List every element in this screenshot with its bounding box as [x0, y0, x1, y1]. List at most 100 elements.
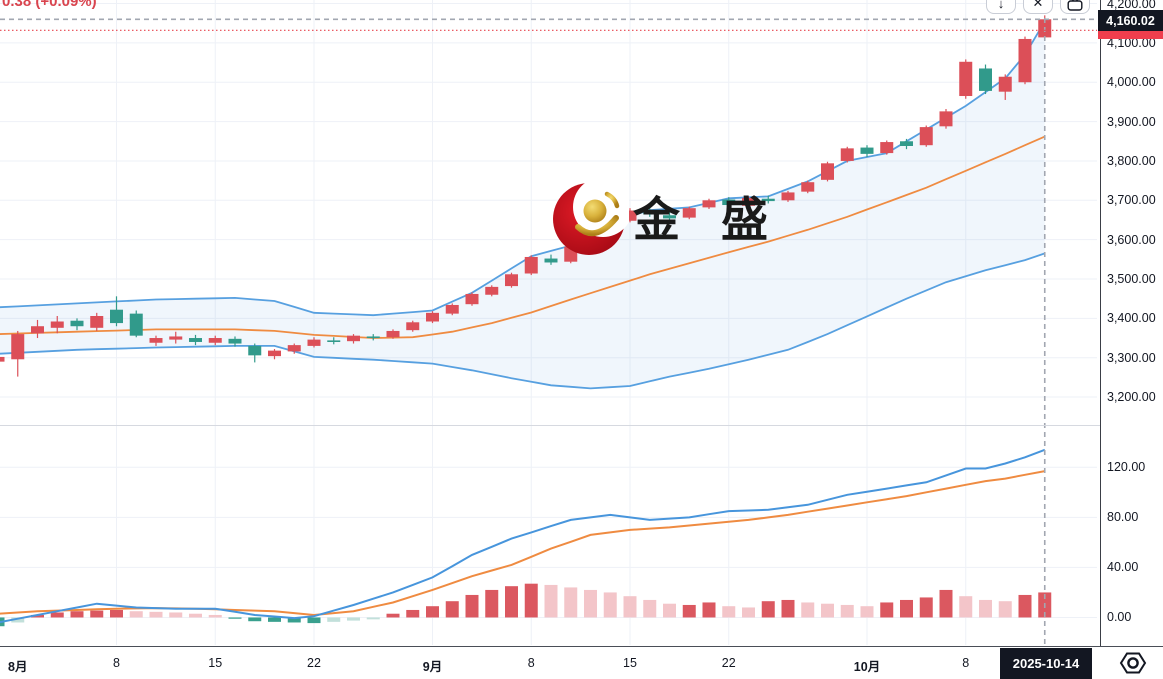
candle-body	[386, 330, 400, 338]
indicator-axis-label: 0.00	[1107, 610, 1132, 625]
candle-body	[228, 338, 242, 344]
candle-body	[505, 274, 518, 287]
candle-body	[821, 163, 834, 180]
price-axis-label: 3,500.00	[1107, 272, 1156, 286]
time-axis-label: 8	[527, 656, 535, 670]
time-axis-label: 10月	[853, 660, 881, 674]
price-axis-label: 3,700.00	[1107, 193, 1156, 208]
hexagon-settings-icon	[1119, 652, 1147, 674]
candle-body	[485, 286, 499, 295]
candle-body	[998, 76, 1012, 92]
candle-body	[524, 256, 538, 274]
candle-body	[544, 258, 558, 263]
time-axis-label: 8月	[8, 660, 28, 674]
candle-body	[406, 322, 420, 331]
time-axis-label: 15	[623, 656, 637, 670]
candle-body	[90, 315, 104, 328]
candle-body	[110, 309, 123, 324]
time-axis-label: 15	[208, 656, 223, 670]
candle-body	[919, 127, 933, 146]
candle-body	[0, 356, 5, 362]
candle-body	[347, 335, 360, 342]
candle-body	[722, 199, 736, 206]
candle-body	[11, 334, 25, 360]
candle-body	[445, 304, 459, 314]
camera-icon	[1067, 0, 1083, 11]
candle-body	[682, 208, 696, 218]
indicator-axis-label: 120.00	[1107, 460, 1146, 475]
time-axis-label: 22	[721, 656, 736, 670]
indicator-axis-label: 80.00	[1107, 510, 1139, 525]
camera-button[interactable]	[1060, 0, 1090, 14]
candle-body	[900, 141, 913, 146]
price-axis-label: 3,400.00	[1107, 311, 1156, 326]
candle-body	[129, 313, 143, 336]
candle-body	[268, 350, 281, 357]
candle-body	[50, 321, 64, 328]
candle-body	[959, 61, 973, 97]
symbol-change-legend: 0.38 (+0.09%)	[2, 0, 97, 10]
time-axis[interactable]: 8月 8 15 22 9月 8 15 22 10月 8	[0, 646, 1163, 679]
candle-body	[169, 336, 183, 340]
candle-body	[623, 210, 637, 221]
price-axis-label: 3,900.00	[1107, 114, 1156, 129]
candle-body	[287, 345, 301, 352]
candle-body	[70, 320, 84, 327]
price-axis-label: 4,100.00	[1107, 35, 1156, 50]
candle-body	[307, 339, 321, 346]
candle-body	[31, 326, 44, 334]
price-axis[interactable]: 4,200.00 4,100.00 4,000.00 3,900.00 3,800.00…	[1100, 0, 1163, 646]
time-axis-label: 9月	[422, 660, 443, 674]
candle-body	[426, 312, 439, 322]
instrument-settings-button[interactable]	[1116, 650, 1150, 676]
price-axis-label: 3,800.00	[1107, 153, 1156, 168]
candle-body	[761, 198, 775, 202]
candle-body	[208, 338, 222, 343]
last-price-label	[1098, 29, 1163, 39]
candle-body	[643, 211, 657, 215]
candle-body	[781, 192, 795, 201]
bollinger-bands	[0, 20, 1046, 390]
candle-body	[189, 338, 202, 342]
chart-toolbar: ↓ ✕	[986, 0, 1090, 14]
brand-crescent-logo-icon	[553, 180, 629, 255]
panel-separator[interactable]	[0, 425, 1163, 426]
price-axis-label: 4,200.00	[1107, 0, 1156, 11]
time-axis-label: 8	[962, 656, 970, 670]
price-axis-label: 3,600.00	[1107, 232, 1156, 247]
macd-lines	[0, 448, 1046, 624]
price-axis-label: 3,200.00	[1107, 390, 1156, 405]
crosshair-date-label: 2025-10-14	[1000, 648, 1092, 679]
watermark-text: 金 盛	[633, 192, 783, 246]
candle-body	[1018, 38, 1032, 83]
candle-body	[880, 142, 894, 154]
scroll-down-button[interactable]: ↓	[986, 0, 1016, 14]
time-axis-label: 22	[307, 656, 321, 670]
macd-histogram	[0, 583, 1052, 627]
close-button[interactable]: ✕	[1023, 0, 1053, 14]
close-icon: ✕	[1032, 0, 1044, 10]
candle-body	[248, 345, 262, 356]
watermark: 金 盛	[551, 180, 782, 258]
candle-body	[939, 111, 953, 127]
crosshair	[0, 0, 1097, 645]
candle-body	[742, 197, 755, 206]
gridlines	[0, 0, 1097, 645]
indicator-axis-label: 40.00	[1107, 560, 1139, 575]
candle-body	[840, 148, 854, 161]
price-axis-label: 4,000.00	[1107, 75, 1156, 90]
chart-canvas[interactable]	[0, 0, 1097, 646]
candle-body	[979, 68, 992, 91]
candle-body	[366, 336, 380, 339]
time-axis-label: 8	[113, 656, 120, 670]
candle-body	[149, 338, 163, 343]
candle-body	[702, 200, 716, 208]
candlestick-series	[0, 15, 1052, 377]
price-axis-label: 3,300.00	[1107, 350, 1156, 365]
candle-body	[801, 182, 815, 192]
candle-body	[465, 293, 479, 305]
candle-body	[327, 340, 341, 342]
candle-body	[663, 215, 676, 219]
arrow-down-icon: ↓	[997, 0, 1005, 11]
